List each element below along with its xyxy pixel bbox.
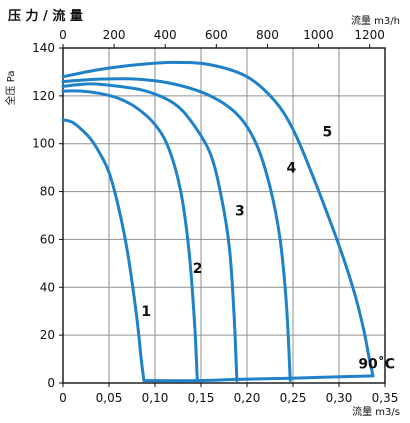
curve-label-2: 2	[193, 261, 203, 277]
y-tick-label-7: 140	[32, 41, 55, 55]
top-tick-label-4: 800	[256, 28, 279, 42]
top-tick-label-0: 0	[59, 28, 67, 42]
y-tick-label-6: 120	[32, 89, 55, 103]
x-tick-label-4: 0,20	[234, 391, 261, 405]
y-tick-label-5: 100	[32, 137, 55, 151]
x-tick-label-2: 0,10	[142, 391, 169, 405]
series-line-4	[61, 77, 292, 383]
chart-title: 压 力 / 流 量	[8, 8, 83, 24]
x-tick-label-1: 0,05	[96, 391, 123, 405]
curve-label-3: 3	[235, 204, 245, 220]
y-tick-label-2: 40	[40, 280, 55, 294]
top-tick-label-1: 200	[103, 28, 126, 42]
x-tick-label-5: 0,25	[280, 391, 307, 405]
y-tick-label-3: 60	[40, 232, 55, 246]
plot-frame	[62, 47, 386, 384]
curve-label-4: 4	[287, 160, 297, 176]
top-tick-label-2: 400	[154, 28, 177, 42]
x-tick-label-0: 0	[59, 391, 67, 405]
y-axis-label: 全压 Pa	[4, 71, 17, 106]
temperature-label: 90˚C	[358, 356, 395, 373]
top-tick-label-3: 600	[205, 28, 228, 42]
series-line-2	[61, 89, 199, 383]
labels-group: 1 2 3 4 5 90˚C	[141, 125, 395, 373]
top-axis-label: 流量 m3/h	[351, 14, 400, 27]
y-tick-label-4: 80	[40, 185, 55, 199]
axes-group	[62, 47, 386, 384]
x-tick-label-7: 0,35	[372, 391, 399, 405]
series-group	[61, 60, 375, 383]
x-axis-label: 流量 m3/s	[352, 405, 400, 418]
top-tick-label-6: 1200	[354, 28, 385, 42]
series-line-3	[61, 82, 239, 383]
x-tick-label-6: 0,30	[326, 391, 353, 405]
curve-label-5: 5	[322, 125, 332, 141]
series-line-90-c	[142, 374, 375, 383]
series-line-5	[61, 60, 375, 378]
series-line-1	[61, 118, 146, 383]
curve-label-1: 1	[141, 304, 151, 320]
top-tick-label-5: 1000	[303, 28, 334, 42]
y-tick-label-1: 20	[40, 328, 55, 342]
x-tick-label-3: 0,15	[188, 391, 215, 405]
y-tick-label-0: 0	[47, 376, 55, 390]
